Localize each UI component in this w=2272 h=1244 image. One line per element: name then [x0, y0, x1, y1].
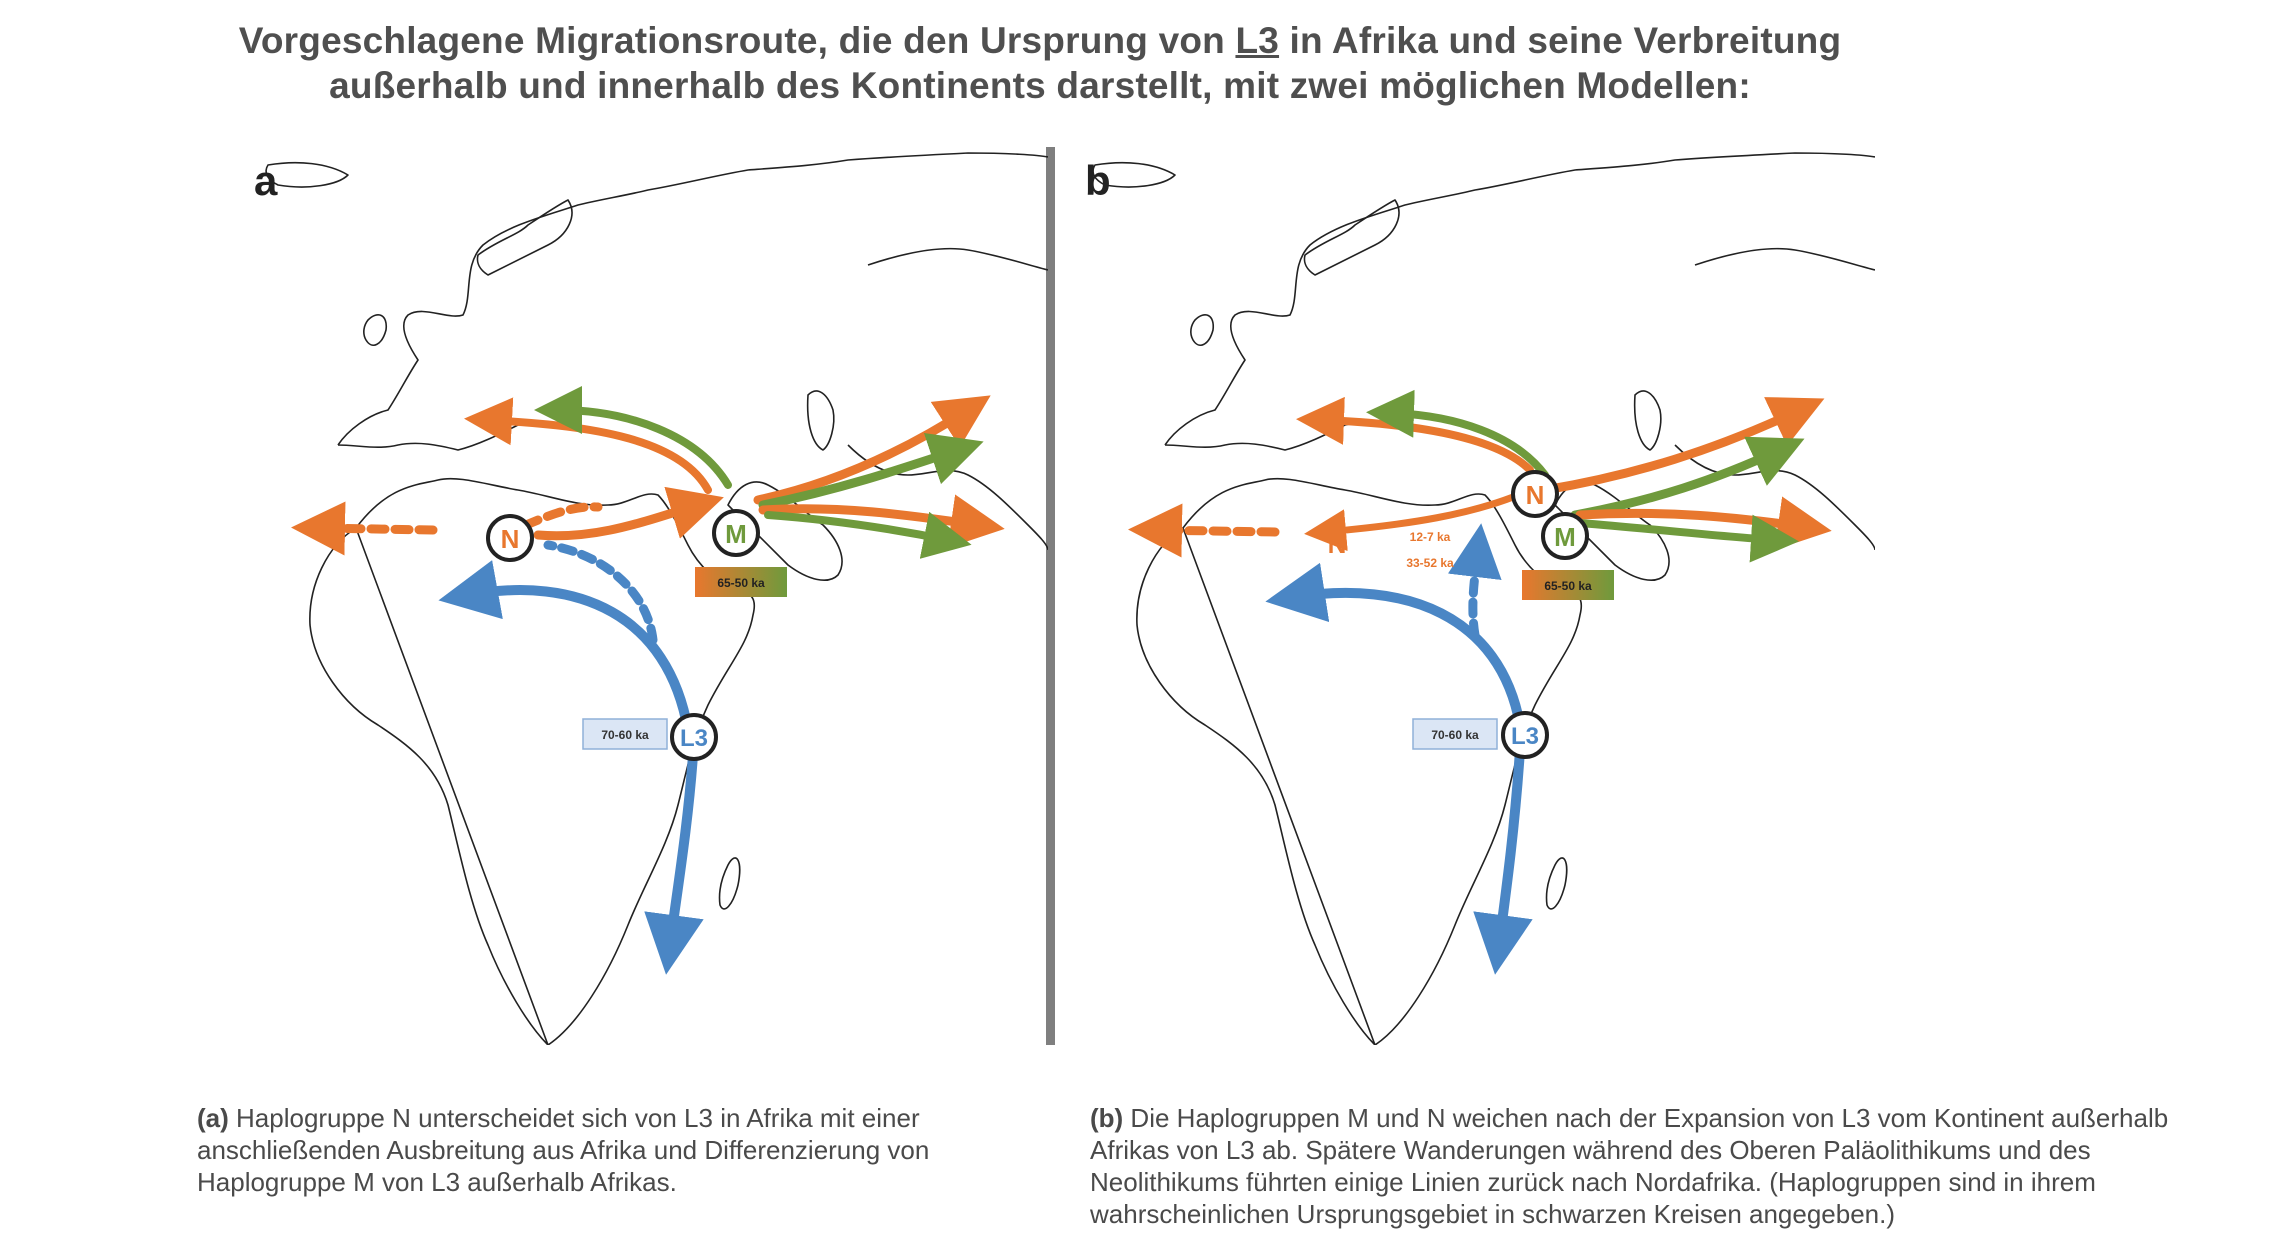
panel-divider	[1046, 147, 1055, 1045]
caption-text-b: Die Haplogruppen M und N weichen nach de…	[1090, 1103, 2169, 1229]
caspian-outline	[1633, 390, 1662, 451]
title-l3-link[interactable]: L3	[1235, 20, 1280, 61]
blue-route-south-a	[644, 750, 704, 975]
caption-tag-a: (a)	[197, 1103, 229, 1133]
blue-route-dashed-a	[543, 540, 658, 645]
map-svg-a: a N M L3 65-50 ka 70-60 ka	[254, 152, 1049, 1046]
scandinavia-outline	[476, 199, 573, 276]
green-route-east-1a	[758, 432, 984, 510]
node-l3-a: L3	[670, 713, 718, 761]
blue-route-south-b	[1473, 745, 1533, 975]
orange-route-east-1a	[753, 395, 991, 505]
date-box-m-a: 65-50 ka	[695, 567, 787, 597]
node-l3-b: L3	[1501, 711, 1549, 759]
node-label-m-b: M	[1554, 522, 1576, 552]
date-box-m-b: 65-50 ka	[1522, 570, 1614, 600]
europe-outline	[337, 152, 1049, 451]
node-m-a: M	[712, 509, 760, 557]
blue-route-main-b	[1265, 562, 1525, 730]
caption-b: (b) Die Haplogruppen M und N weichen nac…	[1090, 1102, 2190, 1230]
date-label-m-a: 65-50 ka	[717, 576, 765, 590]
date-box-l3-a: 70-60 ka	[582, 718, 668, 750]
orange-route-europe-a	[464, 397, 712, 494]
asia-outline	[847, 247, 1049, 551]
date-lower-b: 33-52 ka	[1406, 556, 1454, 570]
page-title: Vorgeschlagene Migrationsroute, die den …	[180, 18, 1900, 108]
map-panel-a: a N M L3 65-50 ka 70-60 ka	[248, 145, 1049, 1046]
caption-tag-b: (b)	[1090, 1103, 1124, 1133]
madagascar-outline	[1545, 857, 1568, 910]
green-route-europe-a	[534, 386, 732, 489]
routes-b	[1128, 389, 1832, 975]
date-label-l3-b: 70-60 ka	[1431, 728, 1479, 742]
map-panel-b: b N 12-7 ka 33-52 ka N M L3 65-50 ka 70-…	[1075, 145, 1876, 1046]
node-n-a: N	[486, 514, 534, 562]
node-m-b: M	[1541, 512, 1589, 560]
green-route-east-1b	[1570, 436, 1805, 520]
routes-a	[291, 386, 1005, 975]
title-line-2: außerhalb und innerhalb des Kontinents d…	[329, 65, 1751, 106]
map-svg-b: b N 12-7 ka 33-52 ka N M L3 65-50 ka 70-…	[1085, 152, 1876, 1046]
orange-arrow-west-b	[1128, 503, 1280, 558]
green-route-east-2b	[1576, 514, 1799, 563]
caption-text-a: Haplogruppe N unterscheidet sich von L3 …	[197, 1103, 930, 1197]
blue-route-dashed-b	[1447, 523, 1502, 640]
scandinavia-outline	[1303, 199, 1400, 276]
madagascar-outline	[718, 857, 741, 910]
node-label-l3-a: L3	[680, 725, 708, 752]
britain-outline	[1190, 314, 1215, 346]
date-label-l3-a: 70-60 ka	[601, 728, 649, 742]
coastline-outline-a	[265, 152, 1049, 1046]
orange-route-main-a	[533, 486, 724, 541]
greenland-fragment	[1092, 161, 1176, 188]
britain-outline	[363, 314, 388, 346]
title-part-2: in Afrika und seine Verbreitung	[1279, 20, 1842, 61]
orange-route-east-1b	[1540, 397, 1825, 495]
date-upper-b: 12-7 ka	[1410, 530, 1451, 544]
date-label-m-b: 65-50 ka	[1544, 579, 1592, 593]
title-part-1: Vorgeschlagene Migrationsroute, die den …	[238, 20, 1236, 61]
asia-outline	[1674, 247, 1876, 551]
orange-route-europe-b	[1296, 396, 1534, 474]
blue-route-main-a	[438, 560, 693, 735]
green-route-europe-b	[1366, 389, 1549, 479]
node-label-n-a: N	[501, 524, 520, 554]
europe-outline	[1164, 152, 1876, 451]
orange-arrow-west-a	[291, 501, 438, 556]
caspian-outline	[806, 390, 835, 451]
panel-letter-b: b	[1085, 157, 1111, 204]
arabia-outline	[727, 481, 843, 581]
node-label-m-a: M	[725, 519, 747, 549]
coastline-outline-b	[1092, 152, 1876, 1046]
caption-a: (a) Haplogruppe N unterscheidet sich von…	[197, 1102, 997, 1198]
node-label-l3-b: L3	[1511, 723, 1539, 750]
green-route-east-2a	[764, 511, 972, 559]
label-n-west-b: N	[1328, 529, 1347, 559]
greenland-fragment	[265, 161, 349, 188]
orange-route-back-b	[1304, 486, 1534, 552]
date-box-l3-b: 70-60 ka	[1412, 718, 1498, 750]
node-label-n-b: N	[1526, 480, 1545, 510]
node-n-b: N	[1511, 470, 1559, 518]
panel-letter-a: a	[254, 157, 278, 204]
